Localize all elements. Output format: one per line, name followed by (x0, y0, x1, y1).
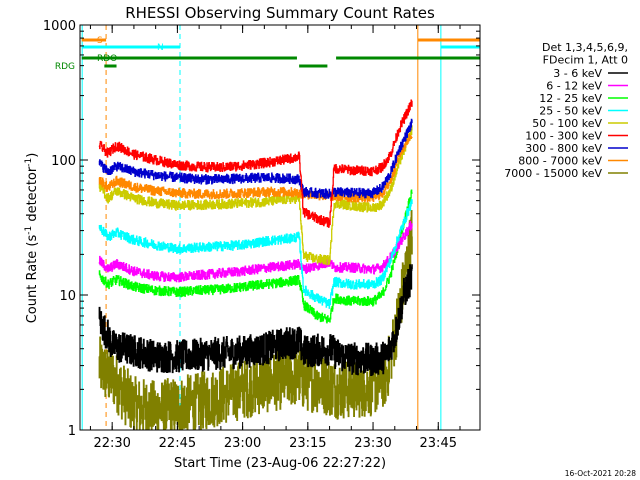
x-axis-label: Start Time (23-Aug-06 22:27:22) (174, 456, 386, 471)
y-axis-label: Count Rate (s-1 detector-1) (24, 153, 40, 324)
legend-label-3: 25 - 50 keV (539, 105, 602, 118)
x-tick-label-3: 23:15 (289, 436, 326, 451)
legend-label-6: 300 - 800 keV (525, 142, 602, 155)
legend-label-4: 50 - 100 keV (532, 117, 602, 130)
chart-title: RHESSI Observing Summary Count Rates (125, 4, 435, 22)
legend-label-1: 6 - 12 keV (546, 80, 602, 93)
flag-label-2: RDO (97, 54, 117, 64)
series-line-1 (98, 221, 413, 283)
y-axis-label-mid: detector (25, 166, 40, 226)
legend-label-2: 12 - 25 keV (539, 92, 602, 105)
y-tick-label-1: 10 (59, 289, 76, 304)
x-tick-label-4: 23:30 (354, 436, 391, 451)
legend-label-5: 100 - 300 keV (525, 130, 602, 143)
flag-label-0: S (97, 36, 103, 46)
legend: Det 1,3,4,5,6,9,FDecim 1, Att 03 - 6 keV… (504, 41, 628, 180)
y-tick-label-0: 1 (68, 424, 76, 439)
series-line-5 (98, 99, 413, 228)
x-tick-label-1: 22:45 (159, 436, 196, 451)
series-line-6 (98, 118, 413, 199)
legend-header-1: FDecim 1, Att 0 (543, 54, 628, 67)
x-tick-label-0: 22:30 (93, 436, 130, 451)
y-axis-label-main: Count Rate (s (25, 235, 40, 324)
series-line-2 (98, 189, 413, 324)
series-line-0 (98, 264, 413, 376)
legend-label-8: 7000 - 15000 keV (504, 167, 602, 180)
axes-frame (79, 24, 481, 431)
x-tick-label-5: 23:45 (420, 436, 457, 451)
timestamp: 16-Oct-2021 20:28 (565, 469, 636, 478)
legend-label-7: 800 - 7000 keV (518, 155, 602, 168)
x-tick-label-2: 23:00 (224, 436, 261, 451)
y-axis-label-end: ) (25, 153, 40, 158)
legend-header-0: Det 1,3,4,5,6,9, (542, 41, 628, 54)
legend-label-0: 3 - 6 keV (553, 67, 602, 80)
flag-label-1: N (157, 43, 164, 53)
flag-label-3: RDG (55, 62, 75, 72)
svg-text:Count Rate (s-1 detector-1): Count Rate (s-1 detector-1) (24, 153, 40, 324)
axes: S N RDO RDG 22:30 22:45 23:00 23:15 23:30 23:45 1 1… (43, 19, 481, 451)
plot-area (81, 25, 480, 430)
y-tick-label-2: 100 (51, 154, 76, 169)
series-line-3 (98, 199, 413, 309)
y-axis-label-sup1: -1 (24, 226, 34, 235)
y-axis-label-sup2: -1 (24, 158, 34, 167)
series-line-4 (98, 125, 413, 266)
y-tick-label-3: 1000 (43, 19, 76, 34)
